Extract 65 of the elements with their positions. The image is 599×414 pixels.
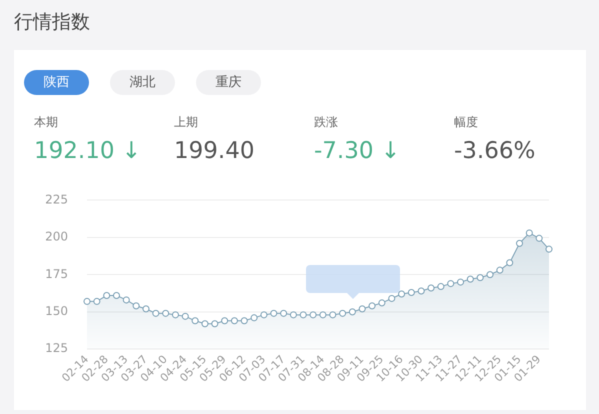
point [408, 288, 415, 296]
point [368, 302, 376, 310]
text: 跌涨 [314, 115, 338, 129]
point [152, 310, 160, 317]
y-tick-label: 225 [45, 192, 68, 206]
point [142, 305, 150, 312]
point [546, 246, 552, 253]
point [211, 320, 218, 328]
point [476, 274, 484, 282]
point [329, 311, 336, 318]
point [162, 310, 170, 317]
point [536, 234, 543, 242]
point [496, 266, 504, 274]
y-tick-label: 175 [45, 266, 68, 281]
point [428, 284, 435, 292]
point [103, 292, 110, 299]
text: 重庆 [216, 75, 242, 90]
y-tick-label: 200 [45, 230, 68, 244]
point [339, 310, 346, 317]
point [182, 312, 189, 320]
point [112, 292, 120, 299]
point [230, 317, 238, 324]
point [84, 298, 90, 305]
point [122, 296, 130, 304]
point [378, 299, 386, 306]
text: -3.66% [454, 138, 536, 164]
text: -7.30 ↓ [314, 138, 400, 164]
point [240, 317, 248, 324]
text: 192.10 ↓ [34, 138, 142, 164]
point [398, 290, 406, 298]
point [132, 302, 140, 310]
text: 幅度 [454, 115, 478, 129]
point [437, 283, 444, 290]
text: 陕西 [44, 75, 70, 90]
point [290, 311, 297, 318]
point [310, 311, 317, 318]
point [319, 311, 326, 318]
y-tick-label: 150 [45, 304, 68, 318]
point [201, 320, 208, 328]
point [280, 310, 288, 317]
point [358, 305, 366, 312]
text: 199.40 [174, 138, 254, 164]
point [260, 311, 268, 318]
text: 上期 [174, 115, 198, 129]
text: 湖北 [130, 75, 156, 90]
text: 本期 [34, 115, 58, 129]
point [250, 314, 258, 322]
point [172, 311, 179, 318]
point [221, 317, 228, 324]
y-tick-label: 125 [45, 341, 68, 356]
point [418, 288, 425, 295]
point [192, 317, 199, 324]
point [388, 294, 396, 302]
text: 行情指数 [14, 11, 90, 33]
point [486, 271, 494, 278]
point [270, 310, 278, 317]
point [93, 298, 100, 305]
point [447, 280, 454, 288]
point [526, 229, 533, 236]
point [506, 259, 514, 266]
point [457, 278, 464, 286]
point [516, 240, 524, 247]
point [466, 276, 474, 283]
point [300, 311, 307, 318]
point [348, 308, 356, 316]
